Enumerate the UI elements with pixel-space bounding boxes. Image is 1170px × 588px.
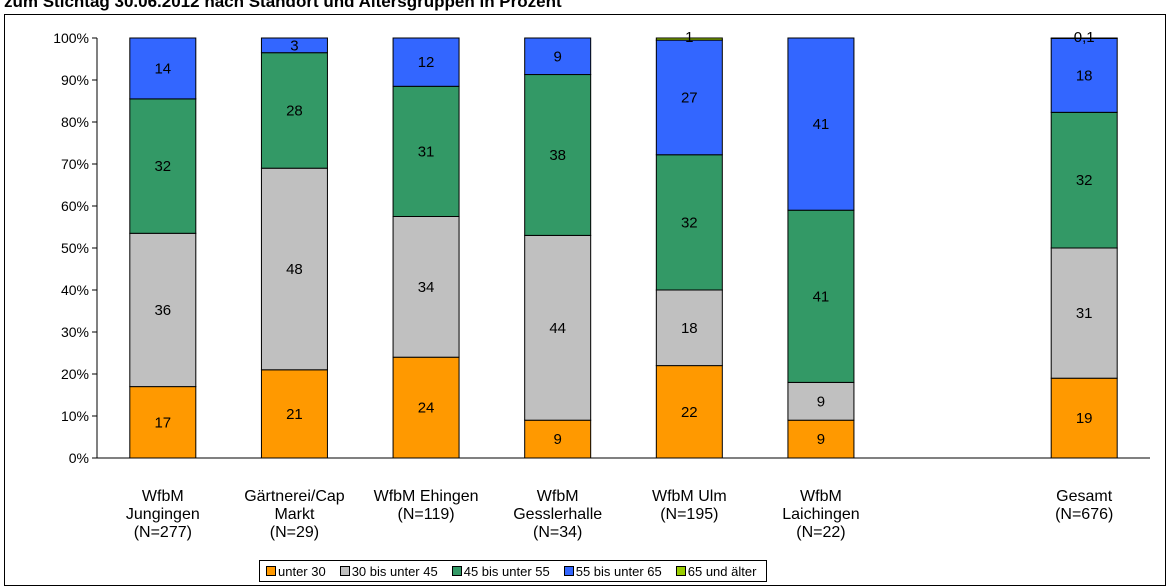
- bar-segment: [524, 74, 592, 236]
- y-tick-label: 30%: [61, 324, 89, 340]
- x-tick-label: WfbM Gesslerhalle (N=34): [513, 488, 603, 541]
- legend-label: 45 bis unter 55: [463, 563, 550, 579]
- y-tick-label: 50%: [61, 240, 89, 256]
- data-label: 3: [290, 37, 298, 54]
- y-tick-label: 20%: [61, 366, 89, 382]
- legend-item: 55 bis unter 65: [563, 563, 662, 579]
- data-label: 9: [817, 393, 825, 410]
- x-tick-label: WfbM Ehingen (N=119): [373, 488, 479, 523]
- data-label: 12: [418, 54, 435, 71]
- bar-segment: [260, 369, 328, 459]
- data-label: 9: [817, 431, 825, 448]
- legend-label: 30 bis unter 45: [351, 563, 438, 579]
- bar-segment: [655, 39, 723, 156]
- data-label: 17: [154, 414, 171, 431]
- data-label: 36: [154, 302, 171, 319]
- y-tick-label: 100%: [53, 30, 89, 46]
- legend-swatch: [451, 566, 462, 576]
- bar-segment: [260, 52, 328, 169]
- data-label: 19: [1076, 410, 1093, 427]
- bar-segment: [787, 209, 855, 383]
- chart-frame: [4, 14, 1166, 586]
- data-label: 32: [1076, 172, 1093, 189]
- data-label: 9: [554, 48, 562, 65]
- data-label: 18: [1076, 67, 1093, 84]
- bar-segment: [655, 365, 723, 459]
- y-tick-label: 60%: [61, 198, 89, 214]
- legend-swatch: [266, 566, 276, 576]
- data-label: 24: [418, 400, 435, 417]
- bar-segment: [129, 98, 197, 234]
- x-tick-label: WfbM Jungingen (N=277): [125, 488, 200, 541]
- y-tick-label: 90%: [61, 72, 89, 88]
- legend: unter 30 30 bis unter 45 45 bis unter 55 55…: [259, 560, 768, 582]
- bar-segment: [129, 37, 197, 100]
- data-label: 44: [549, 320, 566, 337]
- data-label: 21: [286, 406, 303, 423]
- legend-label: 65 und älter: [687, 563, 757, 579]
- data-label: 31: [418, 143, 435, 160]
- bar-segment: [1050, 37, 1118, 113]
- data-label: 32: [154, 158, 171, 175]
- legend-swatch: [563, 566, 574, 576]
- bar-segment: [655, 37, 723, 41]
- y-tick-label: 0%: [69, 450, 89, 466]
- bar-segment: [1050, 247, 1118, 379]
- data-label: 0,1: [1074, 29, 1095, 46]
- x-tick-label: WfbM Ulm (N=195): [651, 488, 727, 523]
- y-tick-label: 10%: [61, 408, 89, 424]
- data-label: 48: [286, 261, 303, 278]
- bar-segment: [392, 216, 460, 358]
- bar-segment: [1050, 111, 1118, 249]
- bar-segment: [260, 37, 328, 54]
- data-label: 34: [418, 279, 435, 296]
- legend-label: unter 30: [278, 563, 326, 579]
- data-label: 28: [286, 102, 303, 119]
- x-tick-label: Gärtnerei/Cap Markt (N=29): [244, 488, 345, 541]
- data-label: 32: [681, 214, 698, 231]
- legend-label: 55 bis unter 65: [575, 563, 662, 579]
- y-tick-label: 70%: [61, 156, 89, 172]
- bar-segment: [392, 85, 460, 217]
- bar-segment: [392, 37, 460, 87]
- legend-swatch: [675, 566, 686, 576]
- x-tick-label: Gesamt (N=676): [1055, 488, 1114, 523]
- bar-segment: [129, 386, 197, 459]
- y-tick-label: 80%: [61, 114, 89, 130]
- data-label: 1: [685, 29, 693, 46]
- data-label: 9: [554, 431, 562, 448]
- data-label: 38: [549, 147, 566, 164]
- data-label: 14: [154, 60, 171, 77]
- legend-item: 45 bis unter 55: [451, 563, 550, 579]
- data-label: 31: [1076, 305, 1093, 322]
- legend-item: 65 und älter: [675, 563, 757, 579]
- bar-segment: [129, 232, 197, 388]
- bar-segment: [655, 289, 723, 367]
- bar-segment: [787, 419, 855, 459]
- bar-segment: [655, 154, 723, 291]
- bar-segment: [260, 167, 328, 371]
- bar-segment: [1050, 377, 1118, 459]
- data-label: 22: [681, 404, 698, 421]
- data-label: 18: [681, 320, 698, 337]
- x-tick-label: WfbM Laichingen (N=22): [782, 488, 860, 541]
- legend-item: unter 30: [266, 564, 326, 579]
- bar-segment: [524, 234, 592, 421]
- bar-segment: [392, 356, 460, 459]
- data-label: 41: [813, 116, 830, 133]
- legend-swatch: [339, 566, 350, 576]
- legend-item: 30 bis unter 45: [339, 563, 438, 579]
- bar-segment: [524, 419, 592, 459]
- y-tick-label: 40%: [61, 282, 89, 298]
- bar-segment: [787, 37, 855, 211]
- bar-segment: [524, 37, 592, 76]
- chart-title: zum Stichtag 30.06.2012 nach Standort un…: [4, 0, 562, 11]
- data-label: 27: [681, 89, 698, 106]
- data-label: 41: [813, 288, 830, 305]
